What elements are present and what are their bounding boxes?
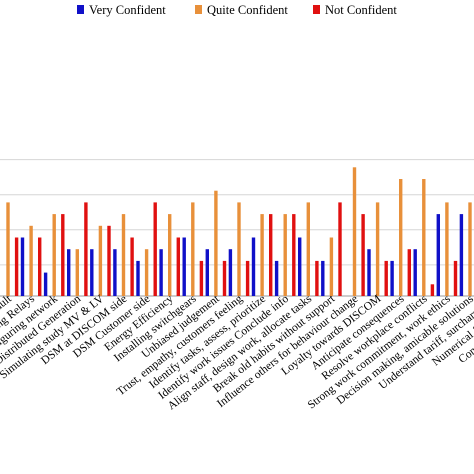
- bar-very-confident: [274, 260, 279, 296]
- bar-quite-confident: [352, 167, 357, 296]
- bar-quite-confident: [468, 202, 472, 296]
- bar-not-confident: [61, 214, 65, 296]
- bar-not-confident: [361, 214, 365, 296]
- bar-not-confident: [315, 260, 319, 296]
- bar-quite-confident: [445, 202, 449, 296]
- bar-quite-confident: [306, 202, 310, 296]
- bar-very-confident: [20, 237, 25, 296]
- bar-very-confident: [182, 237, 186, 296]
- bar-very-confident: [459, 214, 464, 296]
- bar-quite-confident: [6, 202, 10, 296]
- bar-quite-confident: [168, 214, 172, 296]
- bar-very-confident: [228, 249, 233, 296]
- bar-quite-confident: [375, 202, 380, 296]
- bar-very-confident: [367, 249, 371, 296]
- bar-very-confident: [205, 249, 209, 296]
- bar-very-confident: [298, 237, 302, 296]
- bar-very-confident: [413, 249, 417, 296]
- bar-not-confident: [292, 214, 296, 296]
- bar-quite-confident: [144, 249, 149, 296]
- bar-not-confident: [269, 214, 273, 296]
- bar-very-confident: [43, 272, 48, 296]
- bar-quite-confident: [98, 225, 103, 296]
- bar-not-confident: [176, 237, 180, 296]
- bar-quite-confident: [191, 202, 195, 296]
- bar-quite-confident: [52, 214, 56, 296]
- legend-label: Quite Confident: [207, 3, 288, 17]
- bar-quite-confident: [329, 237, 334, 296]
- bar-quite-confident: [399, 179, 403, 296]
- legend-swatch: [195, 5, 202, 14]
- bar-quite-confident: [121, 214, 126, 296]
- bar-quite-confident: [237, 202, 241, 296]
- bar-quite-confident: [75, 249, 79, 296]
- bar-not-confident: [222, 260, 227, 296]
- bar-not-confident: [153, 202, 157, 296]
- bar-very-confident: [159, 249, 163, 296]
- bar-not-confident: [130, 237, 134, 296]
- legend: Very Confident Quite Confident Not Confide…: [77, 3, 397, 17]
- bar-very-confident: [321, 260, 325, 296]
- bar-very-confident: [436, 214, 440, 296]
- bar-very-confident: [136, 260, 140, 296]
- bar-not-confident: [245, 260, 250, 296]
- bar-quite-confident: [29, 225, 33, 296]
- bar-not-confident: [38, 237, 42, 296]
- legend-label: Very Confident: [89, 3, 166, 17]
- bar-quite-confident: [214, 190, 218, 296]
- bar-quite-confident: [422, 179, 426, 296]
- bar-not-confident: [430, 284, 435, 296]
- bar-not-confident: [199, 260, 204, 296]
- bar-quite-confident: [283, 214, 287, 296]
- bar-not-confident: [384, 260, 388, 296]
- bar-very-confident: [67, 249, 71, 296]
- gridlines: [0, 159, 474, 297]
- bar-not-confident: [14, 237, 19, 296]
- bar-not-confident: [453, 260, 458, 296]
- bar-quite-confident: [260, 214, 264, 296]
- legend-swatch: [313, 5, 320, 14]
- legend-swatch: [77, 5, 84, 14]
- bars: [6, 167, 472, 296]
- bar-not-confident: [107, 225, 111, 296]
- legend-label: Not Confident: [325, 3, 397, 17]
- bar-very-confident: [113, 249, 117, 296]
- bar-very-confident: [251, 237, 256, 296]
- bar-very-confident: [90, 249, 94, 296]
- bar-very-confident: [390, 260, 394, 296]
- bar-not-confident: [407, 249, 411, 296]
- bar-not-confident: [338, 202, 342, 296]
- bar-not-confident: [84, 202, 88, 296]
